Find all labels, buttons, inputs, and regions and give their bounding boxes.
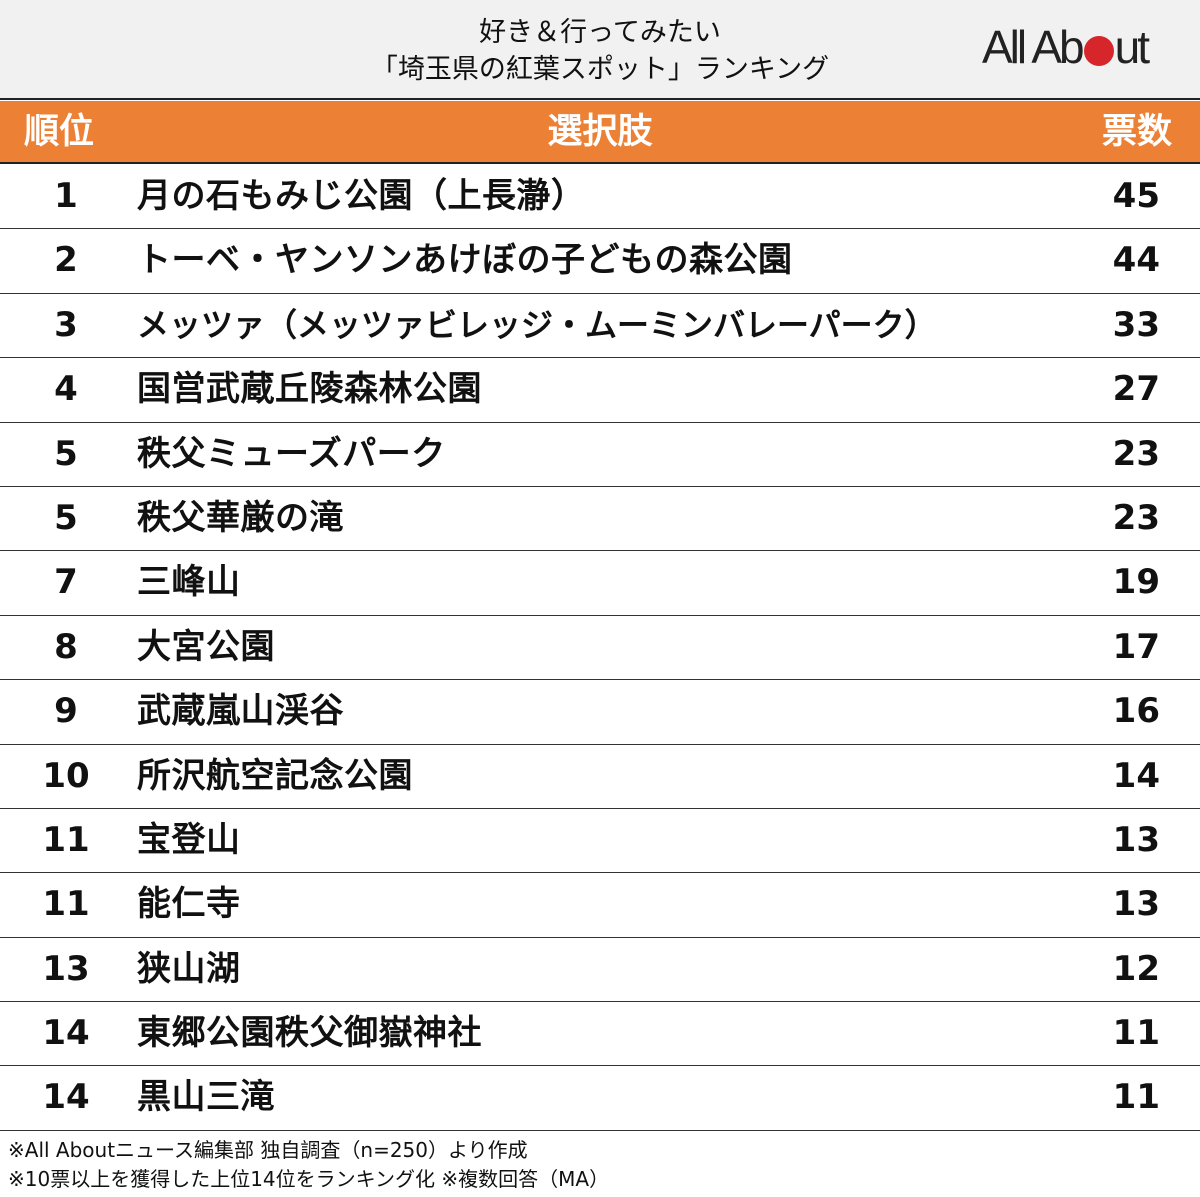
rank-cell: 5 <box>54 497 78 538</box>
ranking-table-body: 1 月の石もみじ公園（上長瀞） 45 2 トーベ・ヤンソンあけぼの子どもの森公園 44 … <box>0 165 1200 1131</box>
spot-name-cell: 国営武蔵丘陵森林公園 <box>137 369 482 410</box>
spot-name-cell: 三峰山 <box>137 562 241 603</box>
table-row: 13 狭山湖 12 <box>0 938 1200 1003</box>
rank-cell: 10 <box>42 755 90 796</box>
table-row: 11 宝登山 13 <box>0 809 1200 874</box>
spot-name-cell: 秩父ミューズパーク <box>137 433 446 474</box>
title-line-2: 「埼玉県の紅葉スポット」ランキング <box>370 54 830 85</box>
footnote-source: ※All Aboutニュース編集部 独自調査（n=250）より作成 <box>8 1138 528 1162</box>
rank-cell: 5 <box>54 433 78 474</box>
rank-cell: 2 <box>54 240 78 281</box>
table-row: 9 武蔵嵐山渓谷 16 <box>0 680 1200 745</box>
chart-title: 好き＆行ってみたい 「埼玉県の紅葉スポット」ランキング <box>300 14 900 88</box>
table-header: 選択肢 順位 票数 <box>0 101 1200 164</box>
table-row: 5 秩父華厳の滝 23 <box>0 487 1200 552</box>
rank-cell: 7 <box>54 562 78 603</box>
votes-cell: 13 <box>1112 884 1160 925</box>
spot-name-cell: 黒山三滝 <box>137 1077 275 1118</box>
spot-name-cell: 月の石もみじ公園（上長瀞） <box>137 176 586 216</box>
column-header-rank: 順位 <box>24 112 95 152</box>
votes-cell: 11 <box>1112 1077 1160 1118</box>
spot-name-cell: 所沢航空記念公園 <box>137 755 413 796</box>
votes-cell: 27 <box>1112 369 1160 410</box>
logo-red-dot-icon <box>1083 36 1114 66</box>
rank-cell: 3 <box>54 304 78 345</box>
votes-cell: 45 <box>1112 176 1160 216</box>
table-row: 8 大宮公園 17 <box>0 616 1200 681</box>
votes-cell: 12 <box>1112 948 1160 989</box>
spot-name-cell: 東郷公園秩父御嶽神社 <box>137 1013 482 1054</box>
rank-cell: 1 <box>54 176 78 216</box>
rank-cell: 13 <box>42 948 90 989</box>
title-line-1: 好き＆行ってみたい <box>479 17 721 48</box>
spot-name-cell: 狭山湖 <box>137 948 241 989</box>
logo-text-left: All Ab <box>982 21 1085 73</box>
spot-name-cell: トーベ・ヤンソンあけぼの子どもの森公園 <box>137 240 793 281</box>
allabout-logo: All Ab ut <box>982 21 1150 73</box>
logo-text-right: ut <box>1114 21 1150 73</box>
votes-cell: 16 <box>1112 691 1160 732</box>
table-row: 5 秩父ミューズパーク 23 <box>0 423 1200 487</box>
votes-cell: 44 <box>1112 240 1160 281</box>
votes-cell: 33 <box>1112 304 1160 345</box>
votes-cell: 11 <box>1112 1013 1160 1054</box>
spot-name-cell: 能仁寺 <box>137 884 241 925</box>
column-header-choice: 選択肢 <box>547 112 653 152</box>
spot-name-cell: 秩父華厳の滝 <box>137 497 344 538</box>
votes-cell: 23 <box>1112 497 1160 538</box>
footnote-method: ※10票以上を獲得した上位14位をランキング化 ※複数回答（MA） <box>8 1167 610 1191</box>
rank-cell: 11 <box>42 819 90 860</box>
spot-name-cell: 武蔵嵐山渓谷 <box>137 691 344 732</box>
rank-cell: 8 <box>54 626 78 667</box>
table-row: 14 黒山三滝 11 <box>0 1066 1200 1131</box>
spot-name-cell: 大宮公園 <box>137 626 275 667</box>
table-row: 1 月の石もみじ公園（上長瀞） 45 <box>0 165 1200 230</box>
votes-cell: 14 <box>1112 755 1160 796</box>
votes-cell: 19 <box>1112 562 1160 603</box>
table-row: 4 国営武蔵丘陵森林公園 27 <box>0 358 1200 423</box>
title-band: 好き＆行ってみたい 「埼玉県の紅葉スポット」ランキング All Ab ut <box>0 0 1200 100</box>
table-row: 3 メッツァ（メッツァビレッジ・ムーミンバレーパーク） 33 <box>0 294 1200 359</box>
rank-cell: 4 <box>54 369 78 410</box>
votes-cell: 23 <box>1112 433 1160 474</box>
spot-name-cell: メッツァ（メッツァビレッジ・ムーミンバレーパーク） <box>137 305 937 344</box>
rank-cell: 9 <box>54 691 78 732</box>
footnotes: ※All Aboutニュース編集部 独自調査（n=250）より作成 ※10票以上… <box>8 1136 609 1194</box>
column-header-votes: 票数 <box>1101 112 1172 152</box>
table-row: 10 所沢航空記念公園 14 <box>0 745 1200 809</box>
table-row: 2 トーベ・ヤンソンあけぼの子どもの森公園 44 <box>0 229 1200 294</box>
table-row: 11 能仁寺 13 <box>0 873 1200 938</box>
votes-cell: 13 <box>1112 819 1160 860</box>
rank-cell: 11 <box>42 884 90 925</box>
table-row: 7 三峰山 19 <box>0 551 1200 616</box>
votes-cell: 17 <box>1112 626 1160 667</box>
rank-cell: 14 <box>42 1013 90 1054</box>
table-row: 14 東郷公園秩父御嶽神社 11 <box>0 1002 1200 1067</box>
rank-cell: 14 <box>42 1077 90 1118</box>
spot-name-cell: 宝登山 <box>137 819 241 860</box>
